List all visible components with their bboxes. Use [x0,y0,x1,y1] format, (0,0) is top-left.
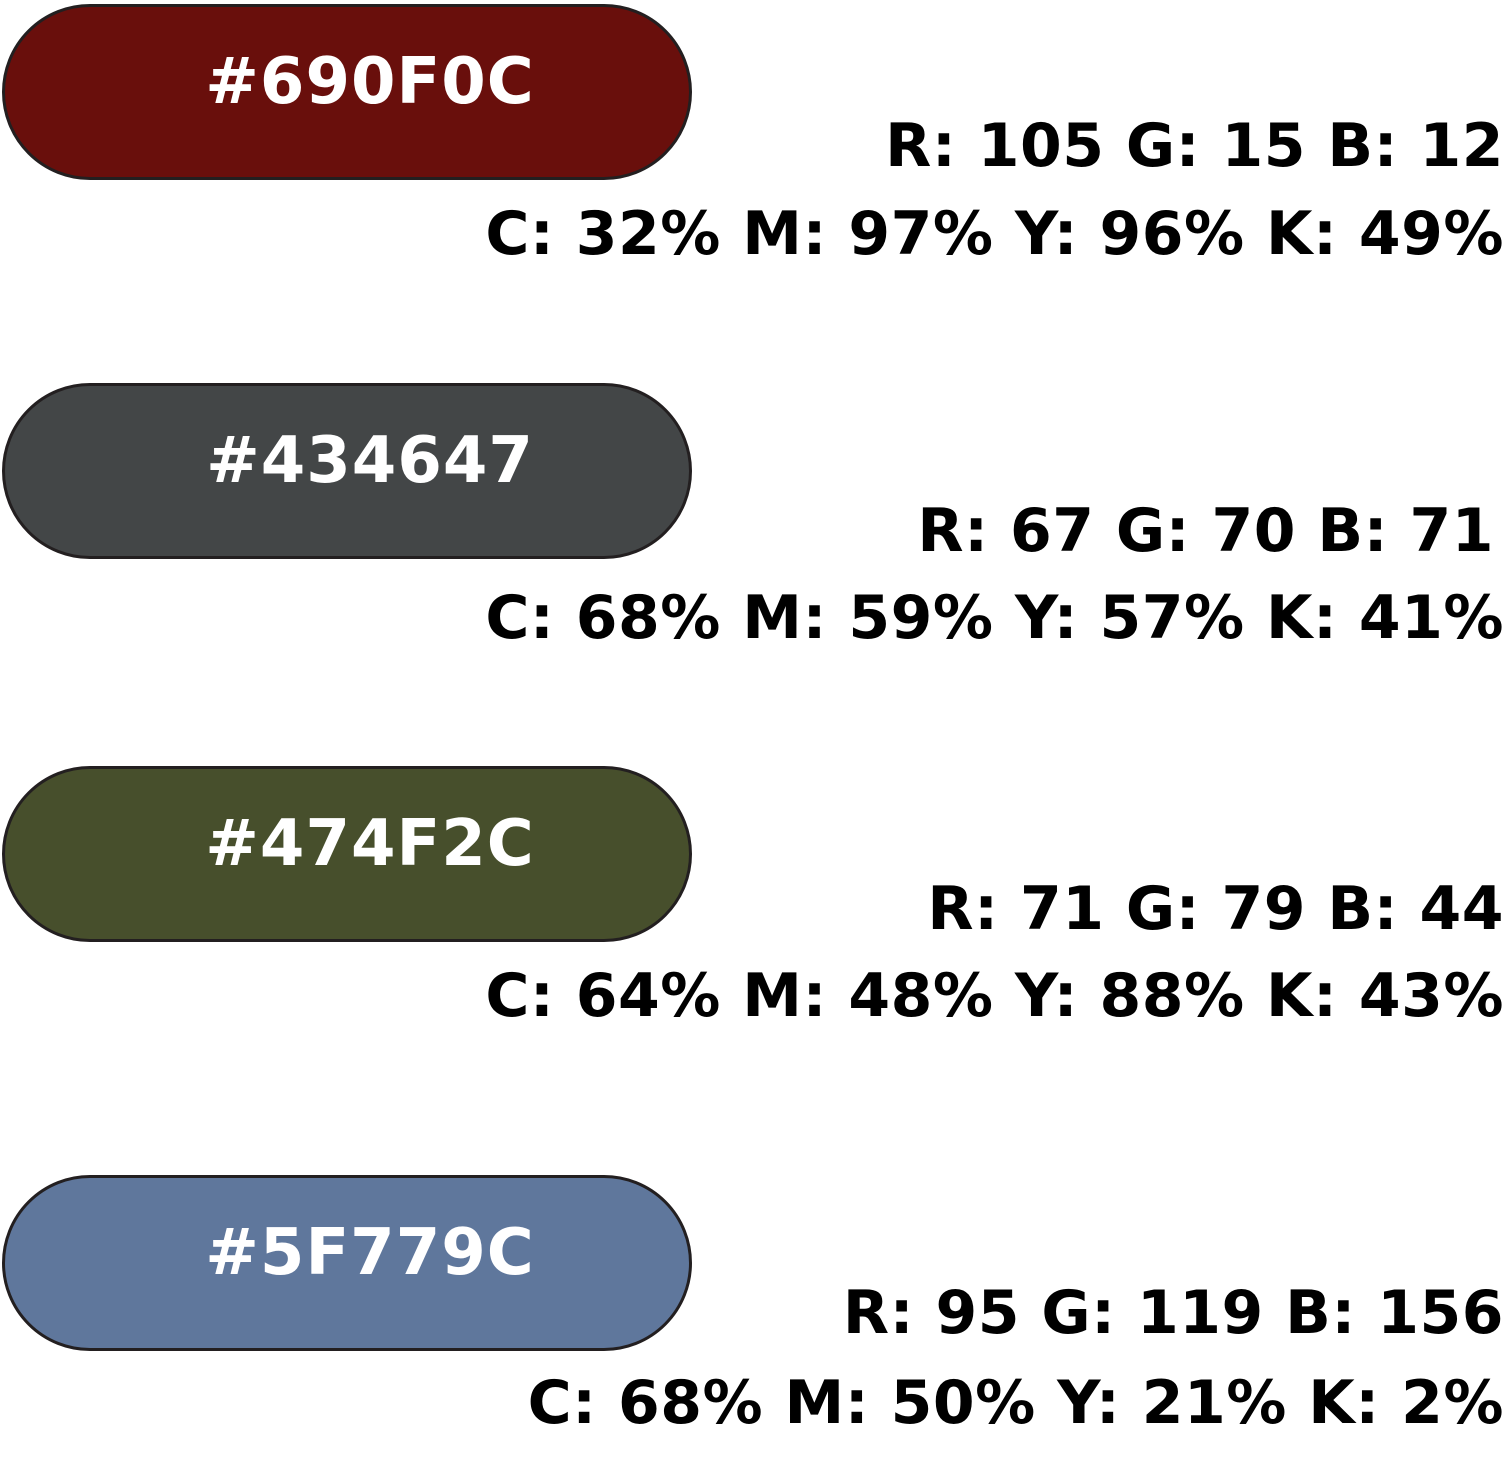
color-swatch-group-blue: #5F779C R: 95 G: 119 B: 156 C: 68% M: 50… [0,1175,1508,1475]
cmyk-values: C: 68% M: 59% Y: 57% K: 41% [485,583,1504,653]
color-swatch-pill: #5F779C [2,1175,692,1351]
color-swatch-pill: #474F2C [2,766,692,942]
cmyk-values: C: 64% M: 48% Y: 88% K: 43% [485,961,1504,1031]
rgb-values: R: 71 G: 79 B: 44 [927,874,1504,944]
color-swatch-group-gray: #434647 R: 67 G: 70 B: 71 C: 68% M: 59% … [0,383,1508,683]
hex-code-label: #474F2C [205,807,535,881]
rgb-values: R: 67 G: 70 B: 71 [917,496,1494,566]
color-swatch-pill: #690F0C [2,4,692,180]
cmyk-values: C: 32% M: 97% Y: 96% K: 49% [485,199,1504,269]
cmyk-values: C: 68% M: 50% Y: 21% K: 2% [527,1368,1504,1438]
rgb-values: R: 105 G: 15 B: 12 [885,111,1504,181]
color-swatch-group-red: #690F0C R: 105 G: 15 B: 12 C: 32% M: 97%… [0,4,1508,304]
hex-code-label: #434647 [206,424,534,498]
color-swatch-group-olive: #474F2C R: 71 G: 79 B: 44 C: 64% M: 48% … [0,766,1508,1066]
hex-code-label: #690F0C [205,45,535,119]
rgb-values: R: 95 G: 119 B: 156 [842,1278,1504,1348]
hex-code-label: #5F779C [205,1216,535,1290]
color-swatch-pill: #434647 [2,383,692,559]
